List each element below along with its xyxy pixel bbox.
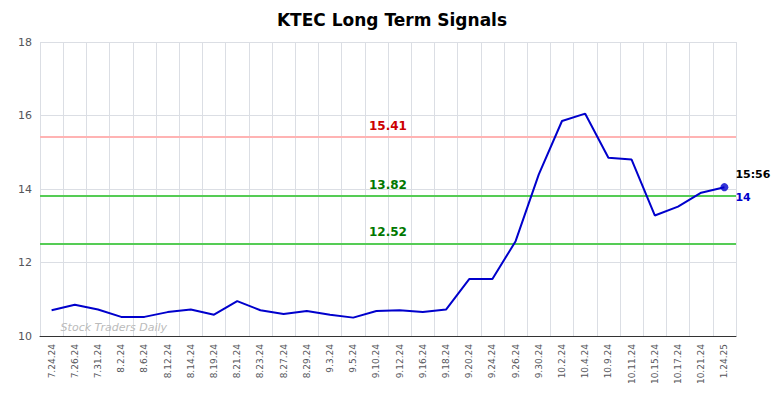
svg-text:7.24.24: 7.24.24 <box>47 344 57 379</box>
svg-text:9.5.24: 9.5.24 <box>348 344 358 373</box>
svg-text:15.41: 15.41 <box>369 119 407 133</box>
svg-text:10.11.24: 10.11.24 <box>627 344 637 384</box>
svg-text:8.29.24: 8.29.24 <box>302 344 312 379</box>
svg-text:9.24.24: 9.24.24 <box>487 344 497 379</box>
svg-text:12.52: 12.52 <box>369 225 407 239</box>
svg-text:7.26.24: 7.26.24 <box>70 344 80 379</box>
svg-text:8.2.24: 8.2.24 <box>116 344 126 373</box>
svg-text:9.18.24: 9.18.24 <box>441 344 451 379</box>
svg-text:8.21.24: 8.21.24 <box>232 344 242 379</box>
svg-text:10.2.24: 10.2.24 <box>557 344 567 379</box>
svg-text:Stock Traders Daily: Stock Traders Daily <box>61 321 168 334</box>
svg-text:8.23.24: 8.23.24 <box>255 344 265 379</box>
svg-text:9.16.24: 9.16.24 <box>418 344 428 379</box>
svg-text:18: 18 <box>18 36 32 49</box>
svg-text:14: 14 <box>735 191 751 204</box>
svg-text:10.21.24: 10.21.24 <box>696 344 706 384</box>
svg-text:9.10.24: 9.10.24 <box>371 344 381 379</box>
svg-text:9.20.24: 9.20.24 <box>464 344 474 379</box>
svg-text:10.15.24: 10.15.24 <box>650 344 660 384</box>
svg-text:8.19.24: 8.19.24 <box>209 344 219 379</box>
svg-text:8.27.24: 8.27.24 <box>279 344 289 379</box>
svg-text:8.6.24: 8.6.24 <box>139 344 149 373</box>
svg-text:12: 12 <box>18 256 32 269</box>
svg-text:10.9.24: 10.9.24 <box>603 344 613 379</box>
svg-text:15:56: 15:56 <box>735 168 770 181</box>
svg-text:9.3.24: 9.3.24 <box>325 344 335 373</box>
svg-text:14: 14 <box>18 183 32 196</box>
svg-text:9.26.24: 9.26.24 <box>511 344 521 379</box>
svg-text:16: 16 <box>18 109 32 122</box>
svg-text:13.82: 13.82 <box>369 178 407 192</box>
svg-text:KTEC Long Term Signals: KTEC Long Term Signals <box>277 10 507 30</box>
svg-text:8.14.24: 8.14.24 <box>186 344 196 379</box>
svg-text:10: 10 <box>18 330 32 343</box>
svg-text:10.17.24: 10.17.24 <box>673 344 683 384</box>
svg-text:9.30.24: 9.30.24 <box>534 344 544 379</box>
svg-text:1.24.25: 1.24.25 <box>719 344 729 378</box>
svg-text:9.12.24: 9.12.24 <box>395 344 405 379</box>
svg-text:10.4.24: 10.4.24 <box>580 344 590 379</box>
svg-text:7.31.24: 7.31.24 <box>93 344 103 379</box>
svg-text:8.12.24: 8.12.24 <box>163 344 173 379</box>
